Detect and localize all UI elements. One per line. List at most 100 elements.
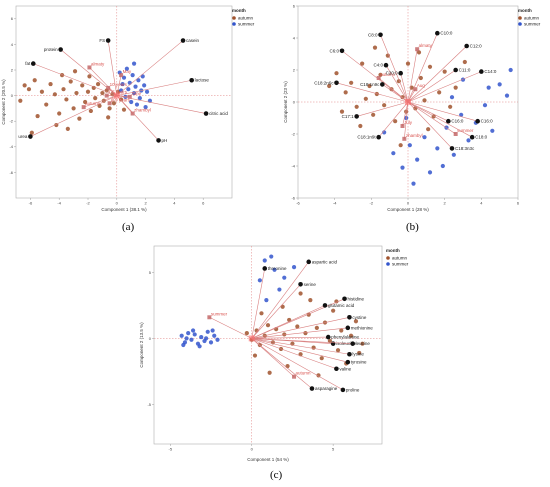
legend-label-summer: summer — [238, 22, 255, 27]
x-tick-label: 4 — [480, 201, 483, 206]
score-point-autumn — [39, 89, 45, 94]
loading-label: C8:0 — [368, 32, 378, 37]
x-tick-label: -4 — [333, 201, 337, 206]
y-tick-label: 2 — [293, 67, 296, 72]
x-tick-label: 6 — [202, 201, 205, 206]
score-point-autumn — [64, 97, 69, 102]
loading-vector — [407, 101, 453, 149]
score-point-autumn — [448, 104, 453, 109]
loading-vector — [251, 327, 348, 339]
score-point-summer — [277, 287, 282, 292]
predictor-label: summer — [457, 128, 474, 133]
predictor-marker — [107, 101, 112, 106]
score-point-autumn — [422, 98, 427, 103]
loading-tip — [298, 281, 303, 287]
score-point-summer — [382, 130, 387, 135]
score-point-summer — [269, 254, 274, 259]
score-point-summer — [449, 95, 455, 100]
score-point-autumn — [358, 123, 363, 129]
score-point-autumn — [259, 311, 264, 316]
predictor-vector — [83, 95, 117, 108]
loading-tip — [262, 266, 268, 271]
loading-tip — [334, 366, 339, 372]
loading-vector — [251, 316, 350, 339]
loading-vector — [407, 71, 482, 103]
loading-vector — [251, 338, 350, 355]
loading-tip — [453, 67, 458, 73]
score-point-summer — [262, 258, 267, 263]
predictor-vector — [116, 75, 122, 96]
score-point-summer — [126, 87, 131, 92]
score-point-autumn — [314, 325, 319, 330]
loading-tip — [58, 47, 63, 52]
loading-label: C18:3n3c — [455, 146, 475, 151]
loading-label: C4:0 — [373, 63, 383, 68]
x-tick-label: -6 — [29, 201, 33, 206]
loading-tip — [446, 118, 451, 124]
score-point-summer — [142, 83, 147, 88]
pca-biplot-b-svg: -6 -4 -2 0 2 4 6 -6 -4 -2 0 2 4 6 Component 1 (28 %) Co… — [283, 3, 541, 212]
loading-tip — [479, 69, 484, 74]
score-point-autumn — [360, 61, 365, 66]
x-axis-title: Component 1 (38.1 %) — [101, 207, 147, 212]
loading-label: C18:2n6c — [314, 80, 334, 85]
loading-vector — [378, 101, 409, 138]
score-point-summer — [291, 265, 297, 270]
score-point-autumn — [65, 126, 70, 131]
score-point-summer — [272, 267, 277, 272]
pca-biplot-c: -5 0 5 -5 0 5 Component 1 (54 %) Component 2 (1… — [118, 240, 436, 464]
loading-vector — [407, 69, 456, 103]
loading-label: glutamic acid — [328, 303, 355, 308]
score-point-autumn — [303, 331, 308, 336]
loading-label: casein — [186, 38, 200, 43]
loading-label: C20:0 — [386, 71, 399, 76]
y-tick-label: -6 — [9, 170, 13, 175]
loading-tip — [339, 48, 345, 54]
score-point-summer — [192, 332, 197, 337]
loading-label: leucine — [356, 341, 371, 346]
score-point-autumn — [88, 108, 93, 114]
score-point-autumn — [71, 106, 76, 111]
score-point-autumn — [68, 79, 73, 84]
loading-label: threonine — [268, 266, 287, 271]
score-point-summer — [179, 333, 184, 338]
score-point-autumn — [339, 328, 344, 333]
pca-biplot-c-svg: -5 0 5 -5 0 5 Component 1 (54 %) Component 2 (1… — [139, 245, 409, 462]
loading-tip — [334, 80, 339, 86]
loading-vector — [251, 338, 344, 391]
score-point-autumn — [372, 45, 378, 50]
predictor-vector — [251, 338, 295, 377]
x-tick-label: 5 — [332, 447, 335, 452]
score-point-summer — [205, 329, 210, 334]
score-point-autumn — [348, 333, 354, 338]
legend-swatch-summer — [386, 262, 390, 266]
loading-label: C12:0 — [470, 44, 483, 49]
score-point-autumn — [311, 345, 316, 350]
y-tick-label: -6 — [291, 195, 295, 200]
score-point-summer — [119, 88, 124, 93]
score-point-autumn — [119, 97, 124, 102]
score-point-summer — [407, 143, 412, 148]
loading-tip — [380, 82, 385, 87]
x-tick-label: 0 — [116, 201, 119, 206]
y-tick-label: 0 — [149, 336, 152, 341]
legend-label-autumn: autumn — [238, 16, 254, 21]
loading-vector — [30, 95, 117, 137]
predictor-marker — [87, 65, 92, 70]
loading-vector — [251, 261, 309, 339]
predictor-marker — [292, 374, 297, 379]
loading-tip — [464, 43, 469, 49]
score-point-summer — [184, 336, 189, 341]
score-point-autumn — [343, 90, 348, 95]
score-point-summer — [422, 135, 427, 140]
loading-label: tyrosine — [351, 360, 367, 365]
loading-tip — [354, 114, 359, 119]
loading-tip — [309, 386, 315, 391]
score-point-summer — [124, 66, 129, 71]
score-point-autumn — [357, 350, 362, 356]
pca-biplot-b: -6 -4 -2 0 2 4 6 -6 -4 -2 0 2 4 6 Component 1 (28 %) Co… — [280, 0, 548, 214]
score-point-autumn — [378, 72, 383, 77]
predictor-marker — [453, 132, 458, 136]
score-point-summer — [120, 81, 125, 87]
y-tick-label: -4 — [9, 144, 13, 149]
